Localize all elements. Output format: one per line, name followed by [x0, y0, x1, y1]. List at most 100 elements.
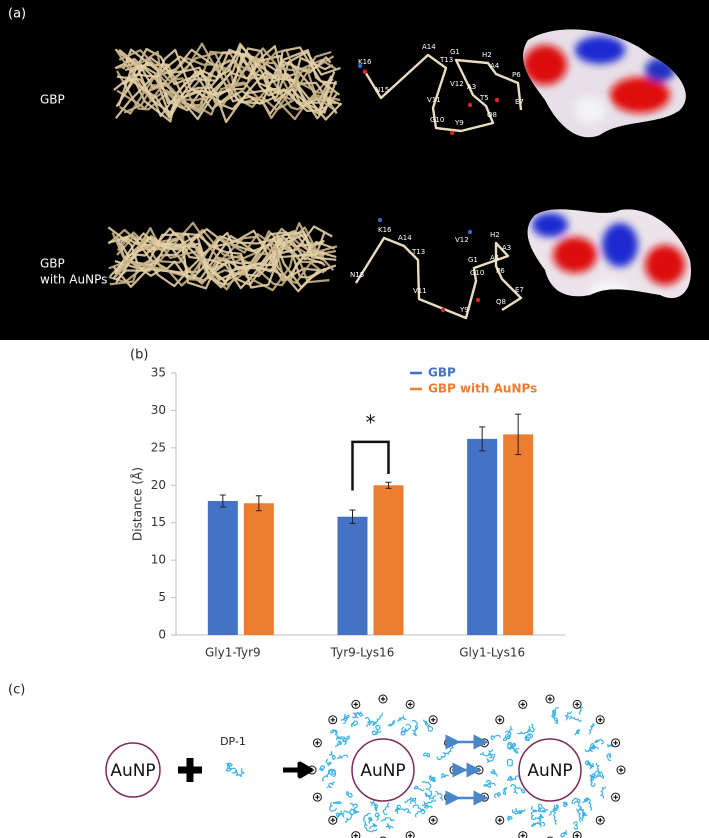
peptide [400, 723, 412, 733]
positive-charge [479, 792, 489, 802]
bar [243, 503, 274, 635]
positive-charge [595, 815, 605, 825]
panel-label: (a) [8, 7, 26, 22]
error-bar [255, 495, 262, 512]
peptide [354, 712, 364, 719]
error-bar [385, 481, 392, 489]
peptide [334, 729, 344, 742]
residue-label: V12 [450, 80, 464, 88]
peptide [342, 713, 350, 721]
atom [475, 297, 481, 303]
backbone-strand [114, 225, 333, 290]
peptide [421, 799, 437, 807]
peptide [225, 767, 238, 774]
peptide [577, 808, 583, 823]
charge-plus [520, 833, 526, 838]
peptide [343, 808, 356, 816]
x-tick-label: Gly1-Tyr9 [205, 646, 261, 660]
peptide [571, 797, 581, 805]
peptide [428, 776, 437, 783]
peptide [436, 752, 446, 761]
positive-charge [479, 738, 489, 748]
significance-bracket [351, 440, 390, 491]
charge-plus [430, 717, 436, 722]
positive-charge [495, 715, 505, 725]
peptide [423, 804, 433, 809]
peptide [502, 733, 511, 741]
positive-charge [312, 738, 322, 748]
atom [449, 130, 455, 136]
peptide [412, 804, 426, 812]
peptide [363, 812, 371, 826]
nanoparticle [105, 742, 161, 798]
positive-charge [495, 815, 505, 825]
y-tick-label: 15 [151, 515, 166, 529]
y-tick-label: 25 [151, 440, 166, 454]
peptide [400, 726, 407, 736]
panel-label: (c) [8, 683, 25, 698]
backbone-strand [109, 230, 325, 289]
backbone-strand [108, 222, 335, 286]
peptide [595, 762, 601, 777]
atom [467, 229, 473, 235]
row-label: with AuNPs [40, 273, 107, 287]
peptide [387, 719, 396, 727]
backbone-strand [123, 42, 335, 120]
reagent-label: DP-1 [220, 735, 246, 748]
y-tick-label: 5 [158, 590, 166, 604]
plus-sign [178, 758, 202, 782]
charge-plus [618, 767, 624, 773]
backbone-strand [111, 232, 325, 287]
peptide [344, 812, 355, 823]
peptide [510, 784, 518, 795]
positive-charge [572, 699, 582, 709]
peptide [234, 768, 245, 778]
peptide [427, 723, 434, 732]
peptide [530, 805, 538, 816]
residue-label: A4 [490, 62, 500, 70]
residue-label: E7 [515, 98, 524, 106]
atom [494, 97, 500, 103]
nanoparticle [351, 738, 415, 802]
atom [377, 217, 383, 223]
charge-plus [431, 818, 436, 823]
stick-model [362, 53, 523, 133]
backbone-strand [112, 228, 336, 288]
peptide [349, 802, 358, 811]
row-label: GBP [40, 257, 65, 271]
backbone-strand [116, 50, 332, 110]
peptide [511, 747, 520, 754]
peptide [329, 801, 337, 812]
peptide [589, 743, 596, 750]
backbone-strand [116, 231, 337, 293]
nanoparticle-label: AuNP [110, 761, 155, 781]
peptide [374, 812, 380, 822]
bar [337, 516, 368, 635]
peptide [421, 780, 432, 790]
bar [373, 485, 404, 635]
peptide [326, 781, 336, 789]
peptide [584, 760, 593, 767]
charge-plus [497, 717, 502, 723]
backbone-strand [115, 47, 336, 111]
peptide [490, 769, 498, 777]
positive-charge [518, 831, 528, 838]
peptide [537, 803, 543, 813]
peptide [382, 802, 391, 816]
charge-plus [330, 818, 335, 823]
charge-plus [613, 740, 618, 746]
peptide [479, 751, 494, 757]
peptide [507, 743, 514, 751]
peptide [506, 758, 513, 767]
peptide [526, 723, 535, 733]
y-tick-label: 35 [151, 366, 166, 380]
charge-plus [353, 702, 359, 707]
peptide-shell [318, 711, 455, 833]
residue-label: Y9 [459, 306, 469, 314]
peptide [422, 719, 428, 727]
peptide [590, 775, 596, 788]
y-tick-label: 20 [151, 478, 166, 492]
charge-plus [315, 794, 320, 800]
